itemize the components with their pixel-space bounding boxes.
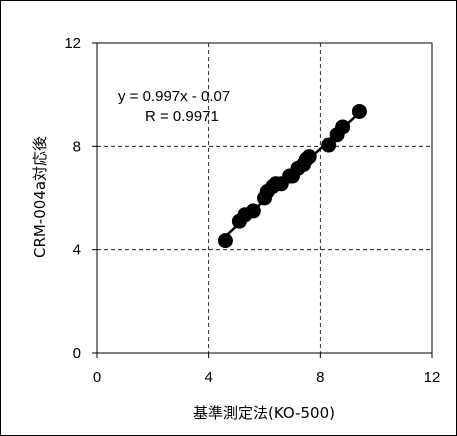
x-tick-label: 0 [93,369,101,386]
y-tick-label: 4 [73,242,81,259]
x-axis-label: 基準測定法(KO-500) [193,404,335,422]
data-point [218,233,233,248]
data-point [335,119,350,134]
x-tick-label: 8 [316,369,324,386]
y-tick-label: 0 [73,345,81,362]
data-point [246,203,261,218]
y-tick-label: 12 [64,35,81,52]
correlation-coefficient: R = 0.9971 [145,108,219,125]
x-tick-label: 12 [424,369,441,386]
y-tick-label: 8 [73,138,81,155]
data-point [302,149,317,164]
y-axis-label: CRM-004a対応後 [31,136,49,258]
regression-equation: y = 0.997x - 0.07 [118,88,230,105]
data-points [218,104,367,248]
x-tick-label: 4 [204,369,212,386]
data-point [352,104,367,119]
